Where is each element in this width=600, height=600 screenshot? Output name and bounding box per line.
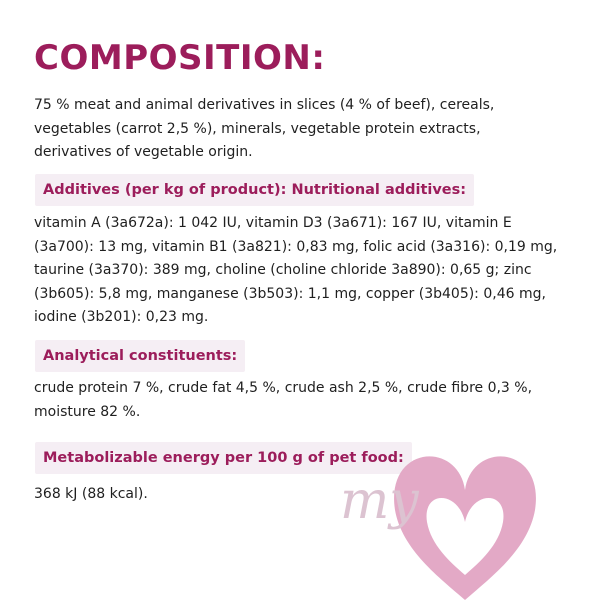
additives-heading: Additives (per kg of product): Nutrition… xyxy=(35,174,475,206)
my-heart-logo: my xyxy=(340,456,536,600)
composition-text: 75 % meat and animal derivatives in slic… xyxy=(34,97,495,160)
heart-icon xyxy=(394,456,536,600)
my-script-text: my xyxy=(340,471,419,531)
page-title: COMPOSITION: xyxy=(34,38,326,78)
metabolizable-energy-heading: Metabolizable energy per 100 g of pet fo… xyxy=(35,442,412,474)
analytical-constituents-heading: Analytical constituents: xyxy=(35,340,246,372)
additives-text: vitamin A (3a672a): 1 042 IU, vitamin D3… xyxy=(34,215,558,325)
metabolizable-energy-text: 368 kJ (88 kcal). xyxy=(34,486,148,502)
analytical-constituents-text: crude protein 7 %, crude fat 4,5 %, crud… xyxy=(34,380,533,420)
